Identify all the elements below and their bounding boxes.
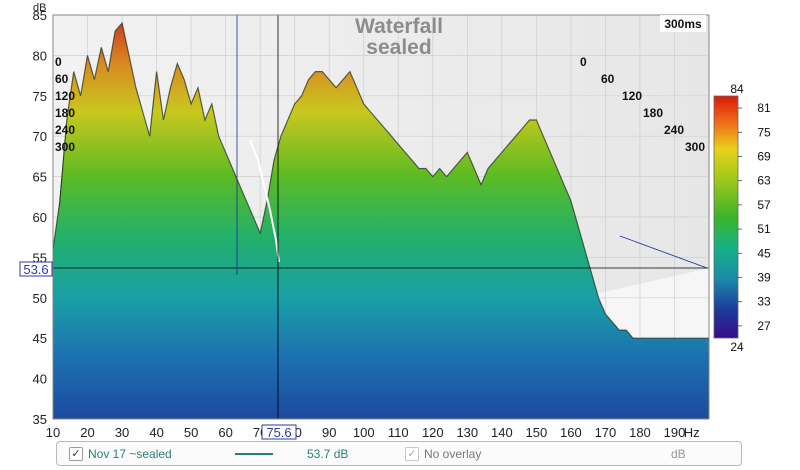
- x-tick-label: 40: [149, 425, 163, 440]
- x-tick-label: 160: [560, 425, 582, 440]
- x-tick-label: 60: [218, 425, 232, 440]
- colorbar-tick-label: 69: [757, 150, 771, 164]
- x-tick-label: 90: [322, 425, 336, 440]
- x-tick-label: 10: [46, 425, 60, 440]
- time-slice-label-left: 300: [55, 140, 75, 154]
- time-slice-label-right: 120: [622, 89, 642, 103]
- time-slice-label-right: 240: [664, 123, 684, 137]
- x-axis: 1020304050607080901001101201301401501601…: [46, 425, 700, 440]
- colorbar-tick-label: 57: [757, 198, 771, 212]
- colorbar: 84 81 75 69 63 57 51 45 39 33 27 24: [713, 82, 771, 354]
- time-slice-label-left: 0: [55, 55, 62, 69]
- x-tick-label: 150: [526, 425, 548, 440]
- time-slice-label-right: 300: [685, 140, 705, 154]
- y-tick-label: 40: [33, 372, 47, 387]
- colorbar-tick-label: 81: [757, 101, 771, 115]
- time-slice-label-left: 240: [55, 123, 75, 137]
- colorbar-tick-label: 27: [757, 319, 771, 333]
- x-tick-label: 20: [80, 425, 94, 440]
- y-tick-label: 60: [33, 210, 47, 225]
- colorbar-tick-label: 51: [757, 222, 771, 236]
- y-cursor-readout[interactable]: 53.6: [19, 261, 53, 277]
- time-slice-label-left: 60: [55, 72, 69, 86]
- y-tick-label: 70: [33, 129, 47, 144]
- x-tick-label: 170: [595, 425, 617, 440]
- y-tick-label: 75: [33, 89, 47, 104]
- legend-bar: ✓ Nov 17 ~sealed 53.7 dB ✓ No overlay dB: [56, 441, 742, 466]
- colorbar-tick-label: 45: [757, 246, 771, 260]
- colorbar-tick-label: 75: [757, 125, 771, 139]
- time-slice-label-right: 0: [580, 55, 587, 69]
- floor-marker-line: [619, 235, 708, 269]
- colorbar-tick-label: 33: [757, 295, 771, 309]
- colorbar-tick-label: 39: [757, 271, 771, 285]
- x-tick-label: 120: [422, 425, 444, 440]
- x-cursor-readout[interactable]: 75.6: [261, 424, 297, 440]
- chart-title: Waterfall: [355, 15, 443, 38]
- colorbar-min-label: 24: [730, 340, 744, 354]
- time-slice-label-left: 180: [55, 106, 75, 120]
- y-tick-label: 85: [33, 8, 47, 23]
- x-tick-label: 30: [115, 425, 129, 440]
- y-unit-label: dB: [33, 2, 46, 14]
- colorbar-tick-label: 63: [757, 174, 771, 188]
- overlay-checkbox[interactable]: ✓: [405, 447, 419, 461]
- measurement-checkbox[interactable]: ✓: [69, 447, 83, 461]
- measurement-name[interactable]: Nov 17 ~sealed: [88, 447, 172, 461]
- x-tick-label: 190: [664, 425, 686, 440]
- time-slice-label-left: 120: [55, 89, 75, 103]
- x-tick-label: 180: [629, 425, 651, 440]
- time-window-label: 300ms: [664, 17, 702, 31]
- x-tick-label: 110: [388, 425, 409, 440]
- cursor-value: 53.7 dB: [307, 447, 349, 461]
- y-tick-label: 80: [33, 48, 47, 63]
- x-tick-label: 50: [184, 425, 198, 440]
- series-swatch: [235, 453, 273, 455]
- chart-subtitle: sealed: [366, 36, 431, 59]
- plot-frame: [52, 14, 710, 420]
- y-tick-label: 50: [33, 291, 47, 306]
- x-unit-label: Hz: [684, 425, 700, 440]
- overlay-label[interactable]: No overlay: [424, 447, 482, 461]
- overlay-value: dB: [671, 447, 686, 461]
- x-tick-label: 140: [491, 425, 513, 440]
- svg-text:53.6: 53.6: [23, 262, 48, 277]
- highlight-trace: [249, 139, 280, 263]
- time-slice-label-right: 180: [643, 106, 663, 120]
- waterfall-slice: [53, 21, 709, 419]
- time-slice-label-right: 60: [601, 72, 615, 86]
- colorbar-max-label: 84: [730, 82, 744, 96]
- y-tick-label: 35: [33, 412, 47, 427]
- x-tick-label: 100: [353, 425, 375, 440]
- waterfall-surface: [53, 21, 709, 419]
- x-tick-label: 130: [456, 425, 478, 440]
- svg-text:75.6: 75.6: [266, 425, 291, 440]
- y-tick-label: 45: [33, 331, 47, 346]
- y-tick-label: 65: [33, 170, 47, 185]
